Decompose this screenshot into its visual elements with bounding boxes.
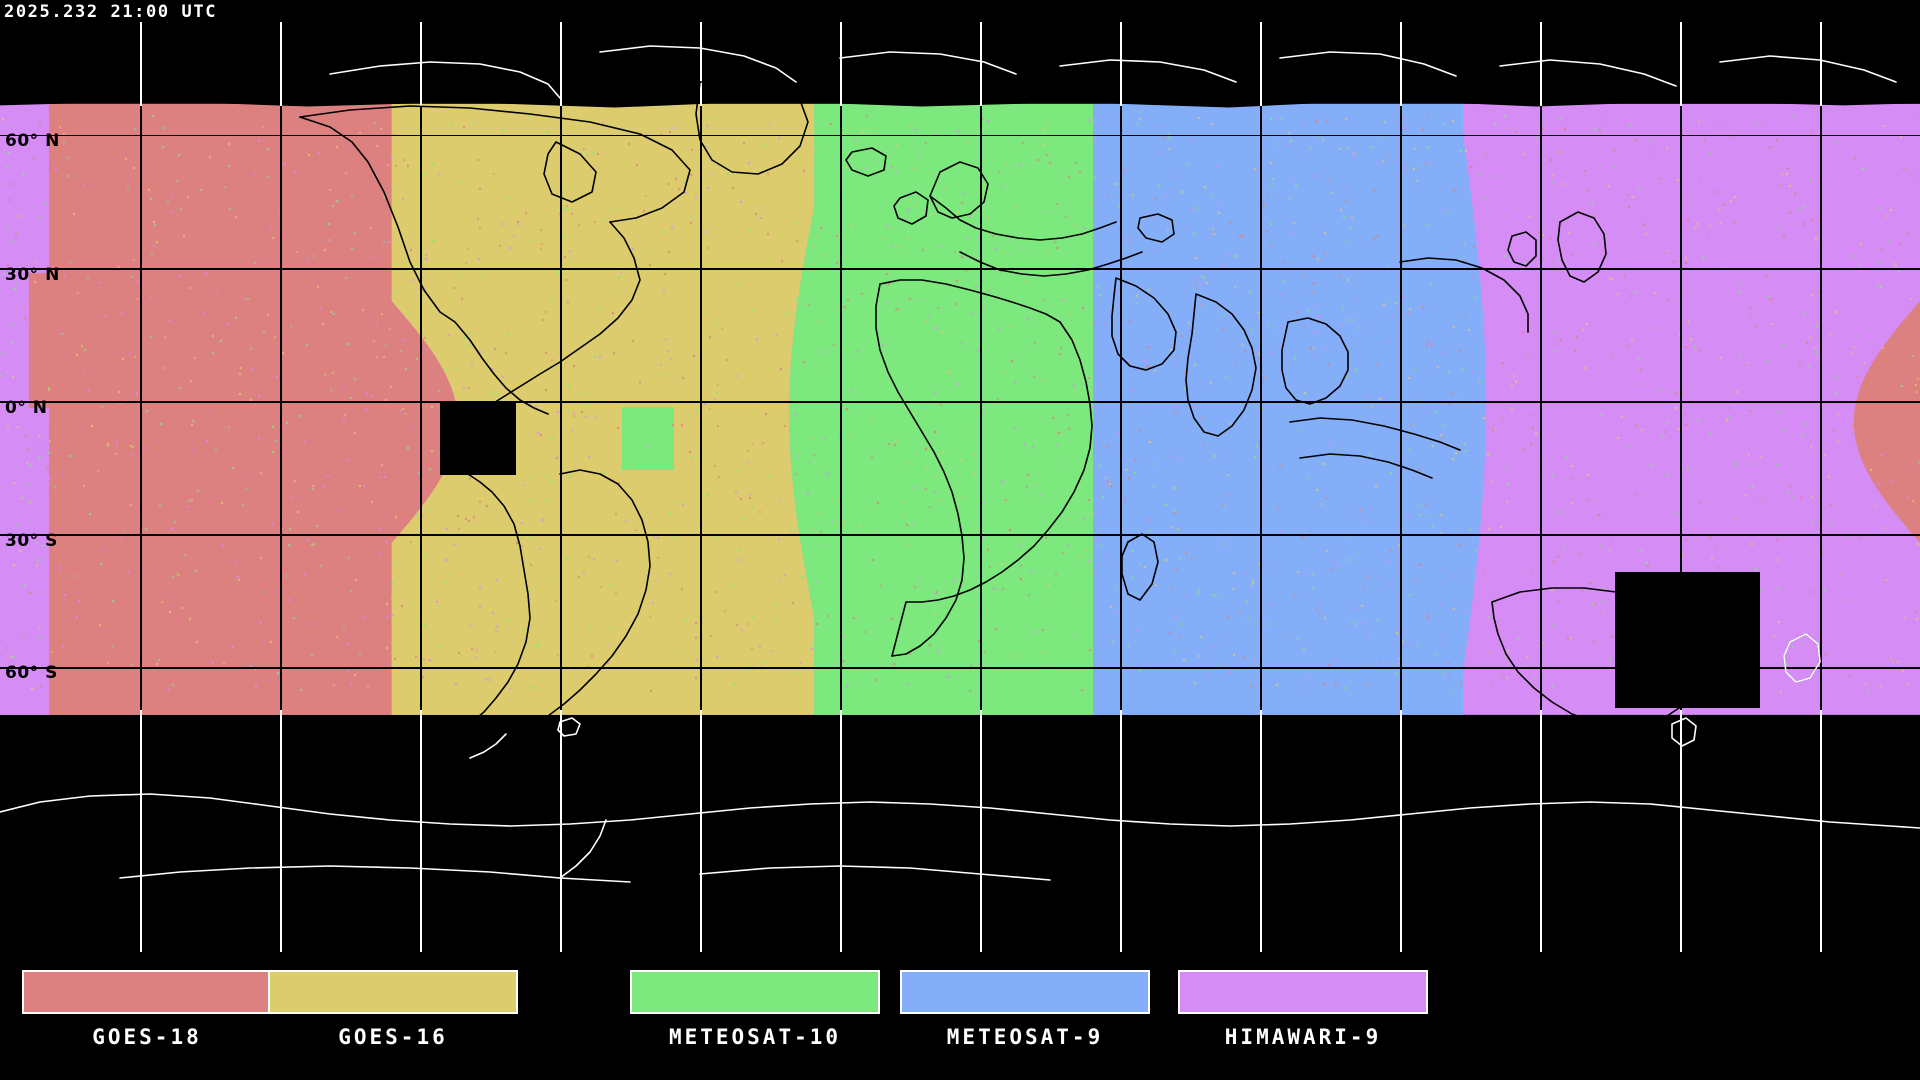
latitude-label: 60° S [5, 663, 58, 683]
longitude-gridline-mosaic [139, 105, 142, 711]
longitude-gridline-polar [1260, 22, 1262, 106]
longitude-gridline-polar [1680, 22, 1682, 106]
south-polar-cap [0, 717, 1920, 952]
south-america-gap [440, 401, 517, 475]
legend-swatch [900, 970, 1150, 1014]
legend-item-goes-16[interactable]: GOES-16 [268, 970, 518, 1049]
longitude-gridline-polar [1540, 710, 1542, 952]
longitude-gridline-polar [420, 22, 422, 106]
longitude-gridline-polar [979, 22, 982, 106]
latitude-label: 30° N [5, 264, 60, 285]
latitude-gridline [0, 534, 1920, 537]
patch-goes18-equator [392, 407, 441, 473]
longitude-gridline-polar [979, 710, 982, 952]
legend-label: GOES-18 [92, 1025, 202, 1049]
latitude-gridline [0, 401, 1920, 404]
longitude-gridline-polar [1819, 710, 1822, 952]
longitude-gridline-mosaic [560, 105, 562, 711]
longitude-gridline-polar [279, 710, 282, 952]
longitude-gridline-polar [1400, 710, 1402, 952]
longitude-gridline-polar [840, 710, 842, 952]
longitude-gridline-polar [1400, 22, 1402, 106]
longitude-gridline-polar [840, 22, 842, 106]
legend-swatch [1178, 970, 1428, 1014]
latitude-label: 0° N [5, 397, 48, 418]
longitude-gridline-mosaic [1260, 105, 1262, 711]
longitude-gridline-mosaic [840, 105, 842, 711]
latitude-gridline [0, 268, 1920, 271]
latitude-label: 30° S [5, 530, 58, 551]
longitude-gridline-mosaic [1680, 105, 1682, 711]
latitude-gridline [0, 667, 1920, 669]
map-canvas: 60° N 30° N 0° N 30° S 60° S [0, 22, 1920, 952]
longitude-gridline-polar [560, 22, 562, 106]
legend-label: GOES-16 [338, 1025, 448, 1049]
longitude-gridline-polar [139, 710, 142, 952]
legend-label: METEOSAT-9 [946, 1025, 1104, 1049]
timestamp-label: 2025.232 21:00 UTC [4, 2, 218, 22]
longitude-gridline-polar [1119, 22, 1122, 106]
satellite-legend: GOES-18 GOES-16 METEOSAT-10 METEOSAT-9 HIMAW… [0, 952, 1920, 1080]
legend-label: METEOSAT-10 [668, 1025, 842, 1049]
latitude-label: 60° N [5, 131, 60, 152]
longitude-gridline-polar [1819, 22, 1822, 106]
latitude-gridline [0, 134, 1920, 137]
longitude-gridline-polar [279, 22, 282, 106]
longitude-gridline-polar [1119, 710, 1122, 952]
longitude-gridline-mosaic [1119, 105, 1122, 711]
longitude-gridline-polar [700, 22, 702, 106]
legend-item-meteosat-9[interactable]: METEOSAT-9 [900, 970, 1150, 1049]
legend-item-meteosat-10[interactable]: METEOSAT-10 [630, 970, 880, 1049]
longitude-gridline-mosaic [1540, 105, 1542, 711]
longitude-gridline-mosaic [1819, 105, 1822, 711]
legend-swatch [630, 970, 880, 1014]
world-map[interactable]: 60° N 30° N 0° N 30° S 60° S [0, 22, 1920, 952]
legend-item-goes-18[interactable]: GOES-18 [22, 970, 272, 1049]
legend-swatch [268, 970, 518, 1014]
longitude-gridline-polar [1540, 22, 1542, 106]
longitude-gridline-polar [560, 710, 562, 952]
longitude-gridline-polar [139, 22, 142, 106]
australia-gap [1614, 572, 1760, 708]
legend-swatch [22, 970, 272, 1014]
longitude-gridline-polar [1680, 710, 1682, 952]
longitude-gridline-mosaic [279, 105, 282, 711]
longitude-gridline-polar [1260, 710, 1262, 952]
longitude-gridline-polar [700, 710, 702, 952]
longitude-gridline-mosaic [420, 105, 422, 711]
longitude-gridline-mosaic [1400, 105, 1402, 711]
longitude-gridline-mosaic [979, 105, 982, 711]
patch-meteosat10-equator [622, 407, 674, 471]
legend-item-himawari-9[interactable]: HIMAWARI-9 [1178, 970, 1428, 1049]
longitude-gridline-polar [420, 710, 422, 952]
longitude-gridline-mosaic [700, 105, 702, 711]
legend-label: HIMAWARI-9 [1224, 1025, 1382, 1049]
